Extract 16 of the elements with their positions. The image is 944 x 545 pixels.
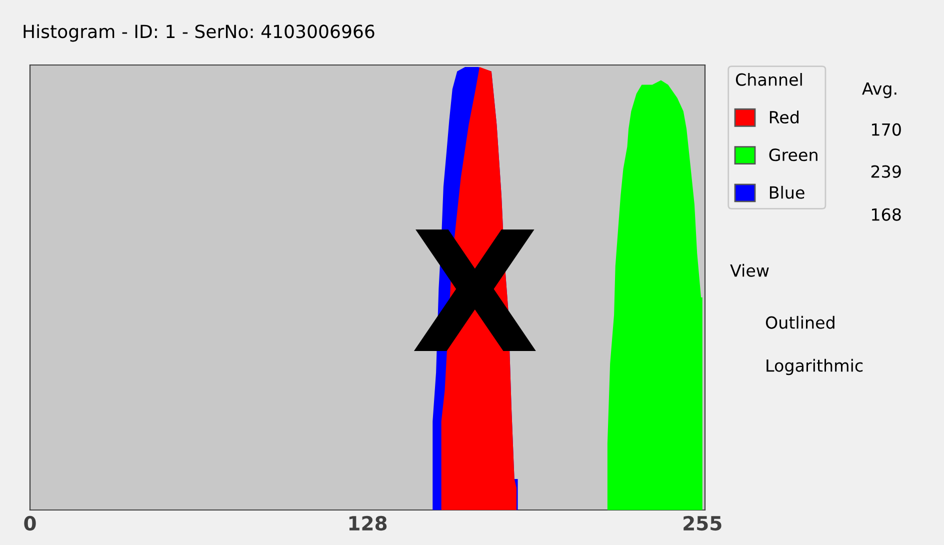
legend-label: Red <box>770 110 798 124</box>
x-tick-label: 0 <box>24 516 36 531</box>
legend-title: Channel <box>736 73 802 86</box>
chart-title: Histogram - ID: 1 - SerNo: 4103006966 <box>24 24 374 42</box>
text: Outlined <box>766 316 834 329</box>
annotation: X <box>414 229 536 351</box>
text: Avg. <box>862 82 896 98</box>
text: 168 <box>872 208 901 221</box>
text: Logarithmic <box>766 358 863 376</box>
text: 239 <box>871 165 901 178</box>
x-tick-label: 255 <box>684 516 722 531</box>
legend-label: Green <box>769 148 818 162</box>
text: 170 <box>872 123 901 136</box>
x-tick-label: 128 <box>349 516 387 531</box>
legend-label: Blue <box>770 186 804 199</box>
text: View <box>730 264 769 277</box>
